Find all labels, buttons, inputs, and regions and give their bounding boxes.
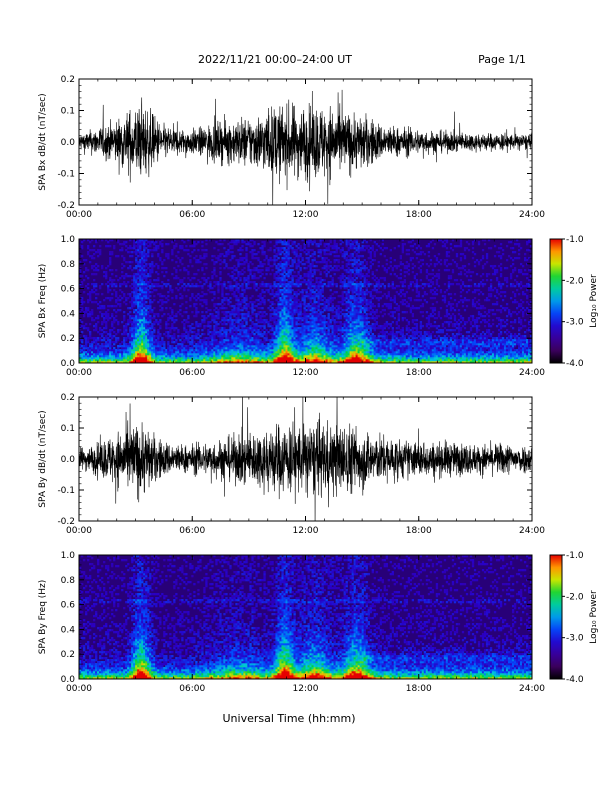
colorbar-tick-label: -2.0 (566, 592, 584, 602)
colorbar-tick-label: -3.0 (566, 318, 584, 328)
y-tick-label: 0.2 (61, 75, 75, 85)
y-tick-label: 0.2 (61, 334, 75, 344)
x-tick-label: 06:00 (179, 684, 205, 694)
y-tick-label: 0.1 (61, 424, 75, 434)
x-tick-label: 12:00 (293, 210, 319, 220)
x-tick-label: 24:00 (519, 684, 545, 694)
colorbar-tick-label: -4.0 (566, 675, 584, 685)
x-tick-label: 24:00 (519, 210, 545, 220)
y-tick-label: 0.0 (61, 675, 76, 685)
y-tick-label: 0.1 (61, 107, 75, 117)
x-tick-label: 00:00 (66, 210, 92, 220)
y-tick-label: 0.2 (61, 393, 75, 403)
colorbar-label: Log₁₀ Power (589, 590, 599, 644)
spectrogram-plot (79, 239, 532, 363)
y-tick-label: 0.2 (61, 650, 75, 660)
y-tick-label: 0.0 (61, 455, 76, 465)
colorbar-label: Log₁₀ Power (589, 274, 599, 328)
y-tick-label: -0.1 (57, 170, 75, 180)
colorbar (549, 554, 563, 680)
x-tick-label: 12:00 (293, 368, 319, 378)
y-tick-label: -0.2 (57, 201, 75, 211)
y-tick-label: 0.6 (61, 601, 76, 611)
colorbar-tick-label: -4.0 (566, 359, 584, 369)
colorbar-tick-label: -1.0 (566, 235, 584, 245)
colorbar-tick-label: -2.0 (566, 276, 584, 286)
colorbar-tick-label: -3.0 (566, 634, 584, 644)
x-tick-label: 00:00 (66, 368, 92, 378)
colorbar-tick-label: -1.0 (566, 551, 584, 561)
x-tick-label: 06:00 (179, 368, 205, 378)
y-tick-label: 0.6 (61, 285, 76, 295)
y-tick-label: -0.2 (57, 517, 75, 527)
series-line (79, 397, 532, 521)
x-tick-label: 24:00 (519, 526, 545, 536)
y-axis-label: SPA By Freq (Hz) (38, 580, 48, 655)
y-tick-label: 0.4 (61, 625, 76, 635)
y-tick-label: 1.0 (61, 551, 76, 561)
page-number: Page 1/1 (478, 53, 526, 66)
y-tick-label: 0.8 (61, 260, 76, 270)
y-axis-label: SPA By dB/dt (nT/sec) (38, 410, 48, 507)
x-axis-title: Universal Time (hh:mm) (223, 712, 356, 725)
x-tick-label: 24:00 (519, 368, 545, 378)
x-tick-label: 18:00 (406, 368, 432, 378)
y-tick-label: 0.0 (61, 138, 76, 148)
spectrogram-plot (79, 555, 532, 679)
page-title: 2022/11/21 00:00–24:00 UT (198, 53, 352, 66)
y-tick-label: 0.0 (61, 359, 76, 369)
x-tick-label: 00:00 (66, 684, 92, 694)
x-tick-label: 00:00 (66, 526, 92, 536)
x-tick-label: 12:00 (293, 526, 319, 536)
x-tick-label: 18:00 (406, 210, 432, 220)
x-tick-label: 06:00 (179, 526, 205, 536)
series-line (79, 89, 532, 205)
x-tick-label: 06:00 (179, 210, 205, 220)
x-tick-label: 12:00 (293, 684, 319, 694)
timeseries-plot (79, 397, 532, 521)
y-tick-label: 0.8 (61, 576, 76, 586)
y-tick-label: 0.4 (61, 309, 76, 319)
y-axis-label: SPA Bx dB/dt (nT/sec) (38, 93, 48, 190)
panels: 00:00 06:00 12:00 18:00 24:00 -0.2 -0.1 0.0 0.1 0… (38, 75, 599, 694)
y-tick-label: 1.0 (61, 235, 76, 245)
y-tick-label: -0.1 (57, 486, 75, 496)
timeseries-plot (79, 89, 532, 205)
x-tick-label: 18:00 (406, 684, 432, 694)
colorbar (549, 238, 563, 364)
y-axis-label: SPA Bx Freq (Hz) (38, 264, 48, 339)
x-tick-label: 18:00 (406, 526, 432, 536)
